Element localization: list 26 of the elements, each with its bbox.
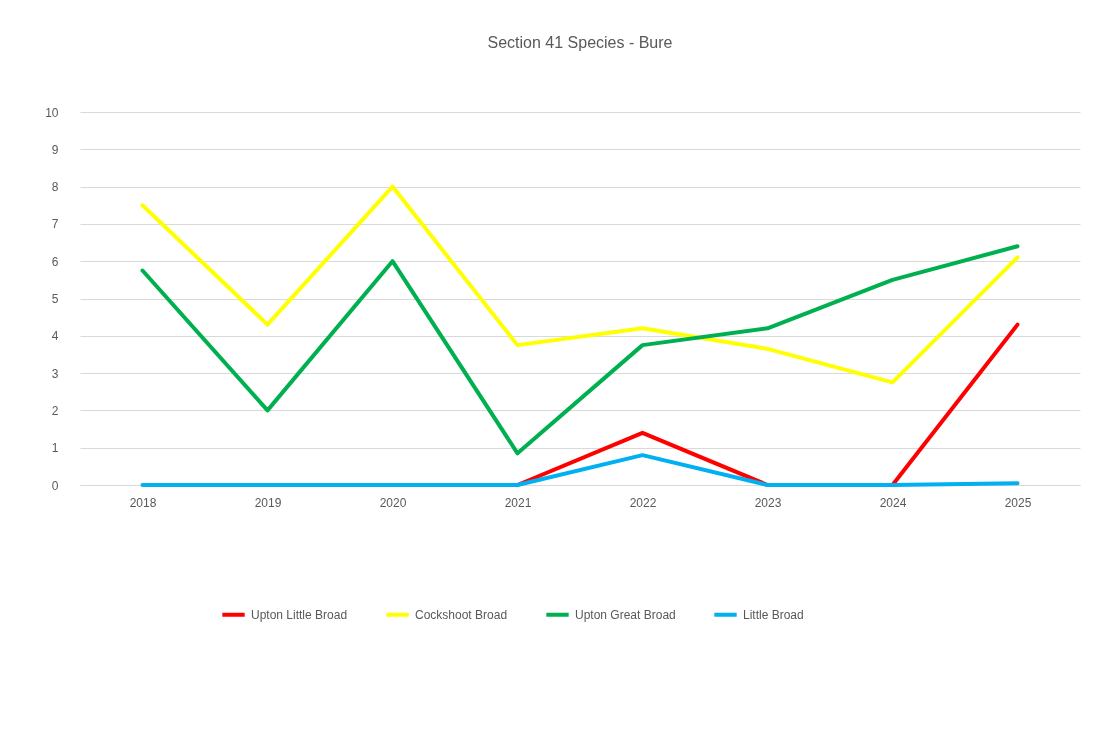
y-tick-label: 6 — [51, 254, 59, 269]
y-tick-label: 5 — [51, 292, 59, 306]
legend-label: Little Broad — [743, 607, 804, 622]
x-tick-label: 2022 — [629, 495, 657, 510]
x-tick-label: 2024 — [879, 495, 907, 510]
y-tick-label: 1 — [51, 441, 59, 456]
x-tick-label: 2023 — [754, 495, 782, 510]
line-series — [140, 184, 1020, 385]
y-tick-label: 10 — [45, 105, 59, 120]
legend-label: Upton Great Broad — [575, 607, 676, 622]
y-tick-label: 4 — [51, 329, 59, 344]
y-tick-label: 7 — [51, 217, 59, 232]
legend-label: Upton Little Broad — [251, 607, 348, 622]
y-tick-label: 2 — [51, 403, 59, 418]
line-series — [140, 244, 1020, 456]
legend-label: Cockshoot Broad — [415, 607, 508, 622]
x-tick-label: 2021 — [504, 495, 532, 510]
y-tick-label: 9 — [51, 142, 59, 157]
y-tick-label: 8 — [51, 180, 59, 195]
chart-title: Section 41 Species - Bure — [487, 34, 673, 51]
y-tick-label: 3 — [51, 366, 59, 381]
x-tick-label: 2019 — [254, 495, 282, 510]
x-tick-label: 2020 — [379, 495, 407, 510]
y-tick-label: 0 — [51, 478, 59, 493]
x-tick-label: 2025 — [1004, 495, 1032, 510]
x-tick-label: 2018 — [129, 495, 157, 510]
